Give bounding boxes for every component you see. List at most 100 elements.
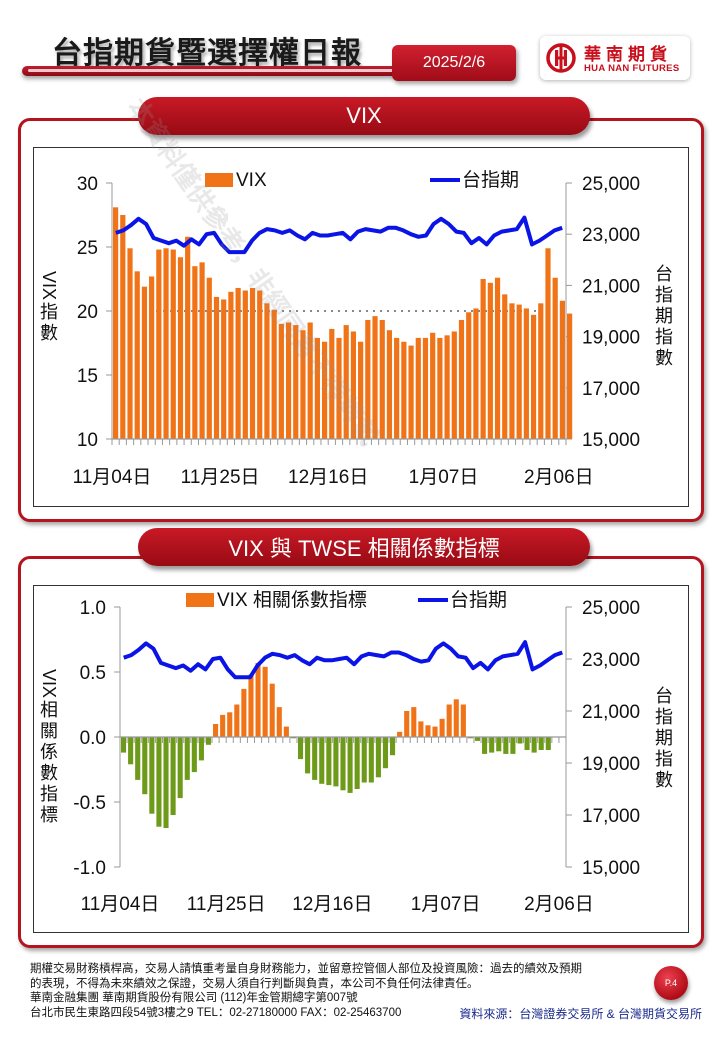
data-bar (444, 335, 450, 439)
data-bar (255, 662, 261, 737)
legend-bar-swatch (205, 173, 233, 187)
data-bar (227, 712, 233, 737)
vix-left-axis-label: VIX 指數 (39, 271, 59, 343)
data-bar (326, 737, 332, 786)
data-bar (120, 215, 126, 439)
right-tick-label: 17,000 (582, 806, 640, 827)
x-tick-label: 2月06日 (524, 894, 594, 915)
right-tick-label: 21,000 (582, 276, 640, 297)
data-bar (319, 737, 325, 784)
data-bar (300, 330, 306, 439)
data-bar (297, 737, 304, 760)
data-bar (397, 731, 403, 737)
right-tick-label: 25,000 (582, 598, 640, 619)
data-bar (408, 345, 414, 439)
data-bar (496, 737, 502, 752)
data-source: 資料來源：台灣證券交易所 & 台灣期貨交易所 (459, 1007, 702, 1021)
data-bar (559, 300, 565, 439)
correlation-chart: -1.0 -0.5 0.0 0.5 1.0 15,000 17,000 19,000 21,00… (73, 589, 640, 915)
data-bar (516, 304, 522, 439)
left-tick-label: 30 (77, 174, 98, 195)
data-bar (184, 737, 190, 780)
correlation-right-axis-label: 台指期指數 (655, 686, 673, 790)
data-bar (487, 282, 493, 439)
data-bar (451, 331, 457, 439)
data-bar (446, 704, 452, 737)
data-bar (128, 737, 134, 765)
company-info: 華南金融集團 華南期貨股份有限公司 (112)年金管期總字第007號 (30, 992, 358, 1004)
data-bar (418, 721, 424, 737)
data-bar (466, 312, 472, 439)
data-bar (503, 737, 509, 754)
data-bar (460, 704, 466, 737)
vix-panel-title: VIX (138, 97, 590, 135)
data-bar (206, 277, 212, 439)
data-bar (242, 290, 248, 439)
data-bar (350, 331, 357, 439)
data-bar (234, 704, 240, 737)
data-bar (545, 737, 551, 750)
data-bar (390, 737, 396, 756)
data-bar (142, 737, 148, 795)
data-bar (415, 337, 421, 439)
data-bar (278, 323, 284, 439)
data-bar (545, 248, 551, 439)
data-bar (177, 737, 183, 799)
data-bar (177, 257, 184, 439)
data-bar (530, 314, 537, 439)
footer-disclaimer: 期權交易財務槓桿高，交易人請慎重考量自身財務能力，並留意控管個人部位及投資風險：… (30, 962, 582, 1020)
data-bar (489, 737, 495, 753)
right-tick-label: 23,000 (582, 650, 640, 671)
data-bar (321, 341, 328, 439)
left-tick-label: 10 (77, 430, 98, 451)
data-bar (156, 249, 162, 439)
data-bar (404, 711, 410, 737)
x-tick-label: 2月06日 (524, 467, 594, 488)
data-bar (293, 325, 299, 439)
right-tick-label: 15,000 (582, 858, 640, 879)
data-bar (358, 341, 364, 439)
data-bar (401, 341, 407, 439)
data-bar (467, 737, 473, 739)
data-bar (134, 271, 140, 439)
left-tick-label: 15 (77, 366, 98, 387)
data-bar (149, 276, 155, 439)
data-bar (120, 737, 127, 753)
hua-nan-logo-icon (546, 43, 576, 73)
data-bar (480, 279, 486, 439)
right-tick-label: 15,000 (582, 430, 640, 451)
data-bar (538, 303, 544, 439)
data-bar (221, 299, 227, 439)
data-bar (149, 737, 155, 814)
data-bar (372, 316, 378, 439)
data-bar (163, 248, 169, 439)
report-date: 2025/2/6 (392, 45, 516, 81)
data-bar (276, 707, 282, 737)
hua-nan-logo: 華南期貨 HUA NAN FUTURES (540, 36, 690, 80)
data-bar (502, 294, 508, 439)
data-bar (422, 337, 429, 439)
x-tick-label: 11月04日 (81, 894, 160, 915)
title-underline-bar (22, 66, 402, 76)
disclaimer-line-1: 期權交易財務槓桿高，交易人請慎重考量自身財務能力，並留意控管個人部位及投資風險：… (30, 963, 582, 975)
data-bar (437, 337, 443, 439)
data-bar (473, 308, 479, 439)
data-bar (285, 322, 292, 439)
data-bar (205, 737, 212, 745)
data-bar (264, 303, 270, 439)
data-bar (510, 737, 516, 754)
data-bar (235, 287, 241, 439)
logo-english-name: HUA NAN FUTURES (584, 63, 680, 74)
page-number-badge: P.4 (654, 966, 688, 1000)
data-bar (156, 737, 162, 827)
right-tick-label: 19,000 (582, 328, 640, 349)
data-bar (312, 737, 318, 780)
vix-chart: 10 15 20 25 30 15,000 17,000 19,000 21,000 23,000… (73, 169, 641, 488)
legend-line-label: 台指期 (450, 589, 507, 611)
taiex-line (115, 215, 563, 255)
left-tick-label: 0.5 (80, 663, 106, 684)
data-bar (228, 291, 234, 439)
right-tick-label: 25,000 (582, 174, 640, 195)
data-bar (411, 707, 417, 737)
data-bar (567, 313, 573, 439)
